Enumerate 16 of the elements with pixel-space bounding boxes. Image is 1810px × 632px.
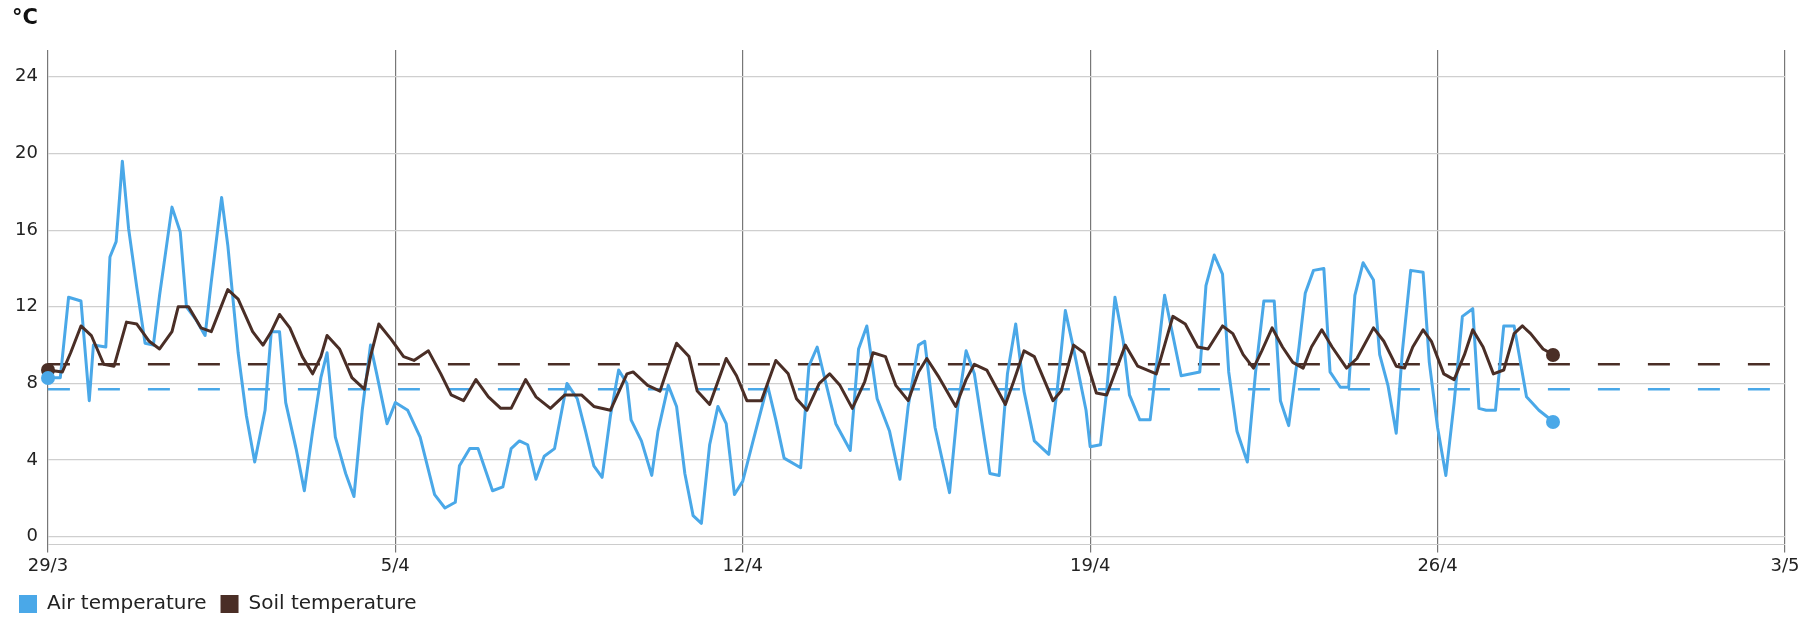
y-tick-label: 12 — [15, 294, 38, 316]
y-tick-label: 20 — [15, 141, 38, 163]
legend-label: Air temperature — [47, 590, 207, 615]
y-axis-title: °C — [12, 4, 38, 29]
x-tick-label: 19/4 — [1069, 553, 1111, 575]
y-tick-label: 8 — [26, 371, 38, 393]
x-tick-label: 5/4 — [380, 553, 410, 575]
y-tick-label: 24 — [15, 64, 38, 86]
x-tick-label: 3/5 — [1770, 553, 1800, 575]
legend-label: Soil temperature — [248, 590, 417, 615]
y-tick-label: 16 — [15, 217, 38, 239]
x-tick-label: 12/4 — [722, 553, 763, 575]
y-tick-label: 4 — [26, 447, 38, 469]
x-tick-label: 26/4 — [1417, 553, 1458, 575]
x-tick-label: 29/3 — [27, 553, 69, 575]
y-tick-label: 0 — [26, 524, 38, 546]
